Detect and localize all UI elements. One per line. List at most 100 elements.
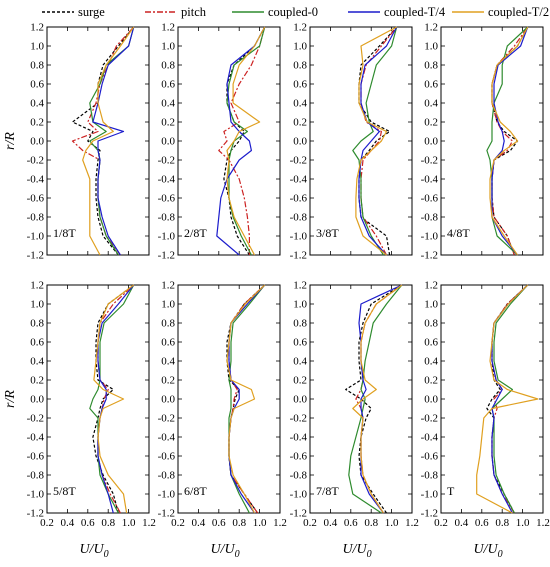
y-tick-label: 1.2 <box>161 280 175 292</box>
y-tick-label: -0.6 <box>290 193 308 205</box>
y-tick-label: 0.8 <box>161 318 175 330</box>
series-line <box>486 284 529 514</box>
y-tick-label: 0.4 <box>30 356 44 368</box>
y-tick-label: -0.2 <box>158 413 175 425</box>
y-tick-label: 0.0 <box>293 394 307 406</box>
series-line <box>82 26 135 256</box>
x-tick-label: 0.8 <box>232 517 246 529</box>
x-tick-label: 1.0 <box>122 517 136 529</box>
y-axis-title: r/R <box>3 132 18 150</box>
series-line <box>345 284 403 514</box>
y-tick-label: -0.2 <box>290 413 307 425</box>
y-tick-label: -0.4 <box>27 174 45 186</box>
legend-label: pitch <box>181 5 207 19</box>
y-tick-label: -1.0 <box>421 231 439 243</box>
series-line <box>486 26 529 256</box>
y-tick-label: -1.2 <box>27 508 44 520</box>
y-tick-label: -0.4 <box>158 432 176 444</box>
series-line <box>491 26 529 256</box>
x-tick-label: 0.6 <box>212 517 226 529</box>
y-tick-label: -0.2 <box>290 155 307 167</box>
y-tick-label: -1.2 <box>27 250 44 262</box>
y-tick-label: -1.2 <box>421 250 438 262</box>
x-tick-label: 0.4 <box>61 517 75 529</box>
x-tick-label: 1.2 <box>273 517 287 529</box>
y-tick-label: 0.2 <box>293 375 307 387</box>
x-axis-title-sub: 0 <box>235 549 240 560</box>
y-axis-title: r/R <box>3 390 18 408</box>
y-tick-label: 1.2 <box>293 280 307 292</box>
y-tick-label: 0.0 <box>30 394 44 406</box>
y-tick-label: -1.0 <box>158 231 176 243</box>
x-axis-title-base: U/U <box>342 542 367 557</box>
series-line <box>476 284 539 514</box>
x-tick-label: 1.2 <box>405 517 419 529</box>
y-tick-label: 0.4 <box>30 98 44 110</box>
y-tick-label: -0.6 <box>421 193 439 205</box>
x-tick-label: 0.4 <box>192 517 206 529</box>
series-line <box>89 284 135 514</box>
legend-item: coupled-T/2 <box>452 5 549 19</box>
y-tick-label: 0.2 <box>424 375 438 387</box>
y-tick-label: 1.0 <box>161 41 175 53</box>
panel-label: 5/8T <box>53 484 76 498</box>
panel-label: T <box>447 484 455 498</box>
x-tick-label: 1.0 <box>385 517 399 529</box>
y-tick-label: 0.8 <box>30 60 44 72</box>
legend-item: coupled-0 <box>232 5 318 19</box>
legend-label: coupled-T/4 <box>384 5 446 19</box>
series-line <box>355 26 397 256</box>
series-line <box>216 26 266 256</box>
y-tick-label: -0.8 <box>27 470 45 482</box>
series-line <box>218 26 266 255</box>
series-line <box>92 284 135 514</box>
y-tick-label: -0.8 <box>158 470 176 482</box>
y-tick-label: -1.2 <box>158 250 175 262</box>
y-tick-label: 0.6 <box>30 79 44 91</box>
x-tick-label: 0.2 <box>171 517 185 529</box>
y-tick-label: -0.8 <box>421 470 439 482</box>
y-tick-label: 0.4 <box>293 98 307 110</box>
x-tick-label: 0.8 <box>495 517 509 529</box>
series-line <box>491 284 529 514</box>
y-tick-label: 0.0 <box>30 136 44 148</box>
y-tick-label: 1.0 <box>30 41 44 53</box>
x-axis-title-sub: 0 <box>498 549 503 560</box>
y-tick-label: 0.8 <box>161 60 175 72</box>
y-tick-label: -0.8 <box>290 212 308 224</box>
y-tick-label: -0.6 <box>158 451 176 463</box>
legend-label: coupled-T/2 <box>488 5 549 19</box>
x-tick-label: 0.8 <box>364 517 378 529</box>
x-tick-label: 1.0 <box>516 517 530 529</box>
panel-label: 2/8T <box>184 226 207 240</box>
y-tick-label: 1.0 <box>293 41 307 53</box>
x-axis-title-base: U/U <box>473 542 498 557</box>
legend-item: pitch <box>145 5 207 19</box>
y-tick-label: 0.2 <box>161 375 175 387</box>
series-line <box>489 26 529 256</box>
panel: -1.2 -1.0 -0.8 -0.6 -0.4 -0.2 0.0 0.2 0.4 0.6 0.8 1… <box>3 280 156 561</box>
y-tick-label: 0.2 <box>30 117 44 129</box>
y-tick-label: 1.0 <box>424 41 438 53</box>
y-tick-label: 0.4 <box>161 356 175 368</box>
y-tick-label: 1.2 <box>161 22 175 34</box>
x-tick-label: 0.8 <box>101 517 115 529</box>
x-axis-title-sub: 0 <box>367 549 372 560</box>
y-tick-label: 0.8 <box>293 318 307 330</box>
panel: -1.2 -1.0 -0.8 -0.6 -0.4 -0.2 0.0 0.2 0.4 0.6 0.8 1… <box>421 22 544 262</box>
panel: -1.2 -1.0 -0.8 -0.6 -0.4 -0.2 0.0 0.2 0.4 0.6 0.8 1… <box>421 280 550 561</box>
y-tick-label: -1.2 <box>421 508 438 520</box>
y-tick-label: 0.0 <box>161 394 175 406</box>
y-tick-label: 0.6 <box>424 79 438 91</box>
y-tick-label: 0.0 <box>424 394 438 406</box>
y-tick-label: 0.0 <box>293 136 307 148</box>
plot-frame <box>177 284 281 514</box>
series-line <box>226 26 266 256</box>
y-tick-label: -0.6 <box>27 451 45 463</box>
y-tick-label: 1.2 <box>30 280 44 292</box>
x-tick-label: 1.0 <box>253 517 267 529</box>
series-line <box>491 26 529 256</box>
y-tick-label: 0.2 <box>30 375 44 387</box>
panel: -1.2 -1.0 -0.8 -0.6 -0.4 -0.2 0.0 0.2 0.4 0.6 0.8 1… <box>158 280 287 561</box>
